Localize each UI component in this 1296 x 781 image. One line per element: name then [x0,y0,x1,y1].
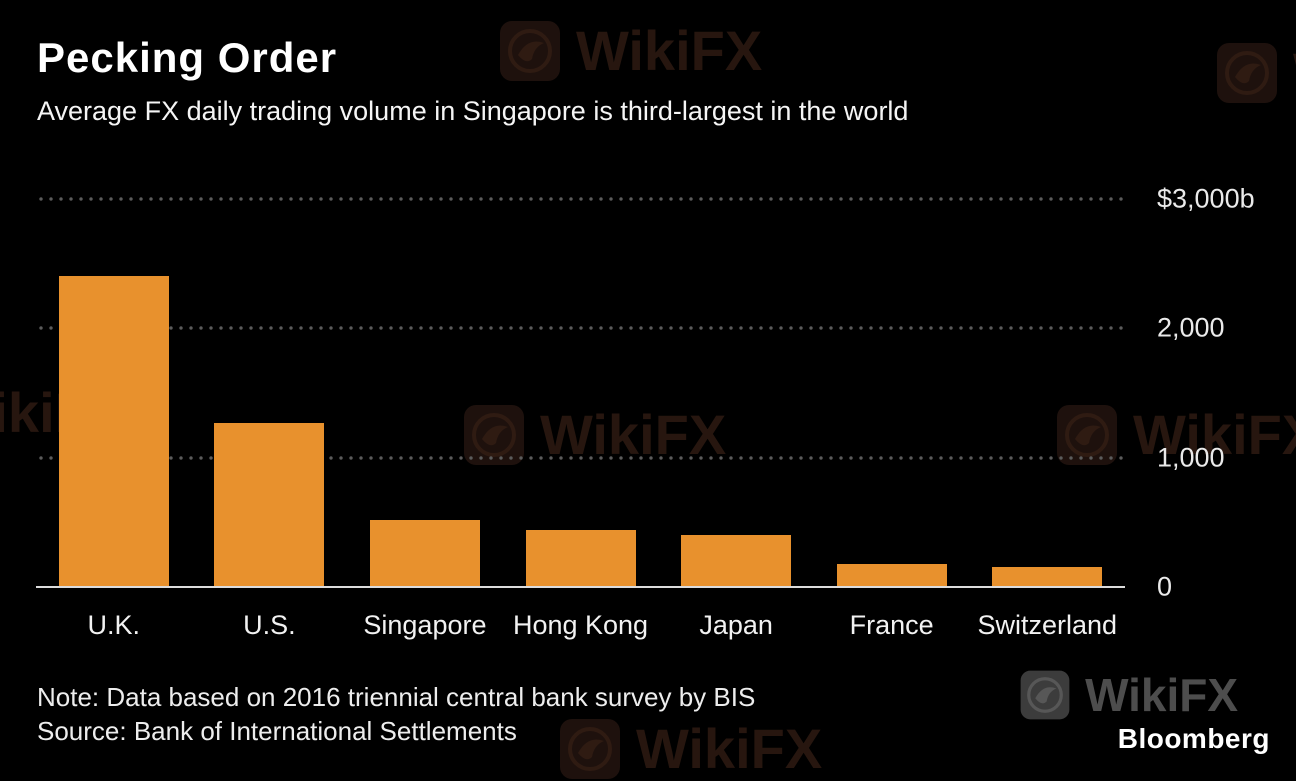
bar-column [658,199,814,587]
category-row: U.K. U.S. Singapore Hong Kong Japan France Swi… [36,610,1125,641]
bar-column [347,199,503,587]
bar-row [36,199,1125,587]
bar-column [969,199,1125,587]
gridline [36,326,1125,331]
footer-notes: Note: Data based on 2016 triennial centr… [37,680,755,748]
gridline [36,197,1125,201]
wikifx-logo-icon [1217,42,1277,103]
x-category-label: U.S. [243,610,296,640]
gridline [36,455,1125,460]
chart-source: Source: Bank of International Settlement… [37,716,517,746]
bar-u-k- [58,275,169,587]
bar-japan [681,535,792,587]
y-tick-label: 2,000 [1157,312,1225,343]
plot-area [36,197,1125,588]
x-category-label: Hong Kong [512,610,649,640]
bar-singapore [369,520,480,587]
x-axis-baseline [36,586,1125,588]
x-category-label: France [849,610,934,640]
wikifx-logo-icon [1020,670,1070,720]
chart-subtitle: Average FX daily trading volume in Singa… [37,96,909,126]
chart-header: Pecking Order Average FX daily trading v… [37,34,908,127]
y-axis: $3,000b 2,000 1,000 0 [1157,184,1292,602]
bar-column [503,199,659,587]
x-category-label: Singapore [363,610,487,640]
wikifx-watermark: WikiFX [1019,668,1238,722]
bar-u-s- [214,422,325,587]
wikifx-watermark-text: WikiFX [1085,669,1238,721]
bar-column [36,199,192,587]
bloomberg-logo: Bloomberg [1117,723,1270,754]
x-category-label: Switzerland [977,610,1118,640]
y-tick-label: 0 [1157,571,1173,602]
chart-title: Pecking Order [37,34,338,81]
bar-column [192,199,348,587]
chart-note: Note: Data based on 2016 triennial centr… [37,682,756,712]
bar-switzerland [992,566,1103,587]
wikifx-watermark: WikiFX [1215,40,1296,105]
bar-hong-kong [525,530,636,587]
y-tick-label: 1,000 [1157,442,1225,473]
bar-column [814,199,970,587]
x-category-label: U.K. [87,610,141,640]
y-tick-label: $3,000b [1157,183,1255,214]
bar-france [836,563,947,587]
x-category-label: Japan [699,610,773,640]
